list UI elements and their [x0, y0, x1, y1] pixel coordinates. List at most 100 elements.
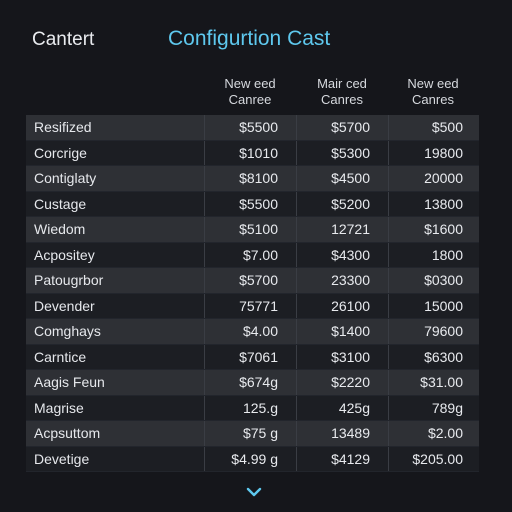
table-row[interactable]: Corcrige $1010 $5300 19800: [26, 140, 479, 166]
column-divider: [204, 421, 205, 446]
row-label: Devetige: [34, 450, 90, 467]
column-divider: [388, 421, 389, 446]
cell-value: $2.00: [427, 425, 463, 442]
table-row[interactable]: Devender 75771 26100 15000: [26, 293, 479, 319]
column-header-2-line2: Canres: [321, 92, 363, 107]
column-divider: [204, 268, 205, 293]
cell-value: $2220: [331, 374, 370, 391]
cell-value: 75771: [239, 297, 278, 314]
column-header-1-line2: Canree: [228, 92, 272, 107]
column-divider: [296, 268, 297, 293]
table-row[interactable]: Aagis Feun $674g $2220 $31.00: [26, 370, 479, 396]
column-divider: [204, 319, 205, 344]
cell-value: $5500: [239, 119, 278, 136]
column-divider: [204, 395, 205, 420]
column-header-2-line1: Mair ced: [317, 76, 367, 91]
column-divider: [388, 370, 389, 395]
column-divider: [388, 242, 389, 267]
cell-value: $7061: [239, 348, 278, 365]
cell-value: 19800: [424, 144, 463, 161]
cell-value: 125.g: [242, 399, 278, 416]
cell-value: $0300: [424, 272, 463, 289]
column-divider: [296, 293, 297, 318]
column-divider: [388, 293, 389, 318]
row-label: Comghays: [34, 323, 101, 340]
column-divider: [388, 166, 389, 191]
column-header-3-line1: New eed: [407, 76, 459, 91]
column-divider: [296, 140, 297, 165]
cell-value: $5200: [331, 195, 370, 212]
table-row[interactable]: Carntice $7061 $3100 $6300: [26, 344, 479, 370]
cell-value: $5100: [239, 221, 278, 238]
cost-table: Resifized $5500 $5700 $500 Corcrige $1010 $530…: [26, 115, 479, 472]
cell-value: 23300: [331, 272, 370, 289]
column-divider: [204, 344, 205, 369]
cell-value: 79600: [424, 323, 463, 340]
column-header-1[interactable]: New eed Canree: [205, 76, 295, 108]
cell-value: $75 g: [242, 425, 278, 442]
column-divider: [204, 140, 205, 165]
cell-value: 789g: [431, 399, 463, 416]
column-header-2[interactable]: Mair ced Canres: [297, 76, 387, 108]
cell-value: $8100: [239, 170, 278, 187]
app-name: Cantert: [32, 29, 95, 50]
row-label: Carntice: [34, 348, 87, 365]
column-divider: [296, 446, 297, 471]
column-divider: [204, 191, 205, 216]
table-row[interactable]: Magrise 125.g 425g 789g: [26, 395, 479, 421]
table-row[interactable]: Acpositey $7.00 $4300 1800: [26, 242, 479, 268]
column-divider: [388, 395, 389, 420]
cell-value: $4300: [331, 246, 370, 263]
cell-value: 12721: [331, 221, 370, 238]
column-divider: [388, 191, 389, 216]
page-title: Configurtion Cast: [168, 27, 331, 50]
table-row[interactable]: Patougrbor $5700 23300 $0300: [26, 268, 479, 294]
column-divider: [388, 319, 389, 344]
column-divider: [296, 242, 297, 267]
column-header-3-line2: Canres: [412, 92, 454, 107]
row-label: Resifized: [34, 119, 92, 136]
column-divider: [296, 166, 297, 191]
cell-value: $5300: [331, 144, 370, 161]
cell-value: 26100: [331, 297, 370, 314]
cell-value: $1600: [424, 221, 463, 238]
table-row[interactable]: Devetige $4.99 g $4129 $205.00: [26, 446, 479, 472]
chevron-down-icon[interactable]: [243, 484, 265, 500]
table-row[interactable]: Resifized $5500 $5700 $500: [26, 115, 479, 141]
row-label: Corcrige: [34, 144, 87, 161]
cell-value: $205.00: [412, 450, 463, 467]
header: Cantert Configurtion Cast: [0, 0, 512, 70]
column-header-3[interactable]: New eed Canres: [388, 76, 478, 108]
table-row[interactable]: Wiedom $5100 12721 $1600: [26, 217, 479, 243]
cell-value: $4.99 g: [231, 450, 278, 467]
row-label: Magrise: [34, 399, 84, 416]
column-divider: [204, 217, 205, 242]
row-label: Acpositey: [34, 246, 95, 263]
row-label: Devender: [34, 297, 95, 314]
column-divider: [204, 370, 205, 395]
row-label: Aagis Feun: [34, 374, 105, 391]
cell-value: $5700: [239, 272, 278, 289]
cell-value: $1010: [239, 144, 278, 161]
table-row[interactable]: Custage $5500 $5200 13800: [26, 191, 479, 217]
column-divider: [204, 293, 205, 318]
column-divider: [296, 319, 297, 344]
cell-value: 15000: [424, 297, 463, 314]
column-header-1-line1: New eed: [224, 76, 276, 91]
cell-value: $3100: [331, 348, 370, 365]
table-row[interactable]: Comghays $4.00 $1400 79600: [26, 319, 479, 345]
column-divider: [204, 242, 205, 267]
cell-value: $4129: [331, 450, 370, 467]
column-divider: [296, 395, 297, 420]
table-row[interactable]: Contiglaty $8100 $4500 20000: [26, 166, 479, 192]
row-label: Custage: [34, 195, 87, 212]
column-divider: [388, 217, 389, 242]
column-divider: [388, 140, 389, 165]
column-divider: [296, 421, 297, 446]
cell-value: 20000: [424, 170, 463, 187]
cell-value: $6300: [424, 348, 463, 365]
table-row[interactable]: Acpsuttom $75 g 13489 $2.00: [26, 421, 479, 447]
column-divider: [296, 217, 297, 242]
row-label: Patougrbor: [34, 272, 104, 289]
